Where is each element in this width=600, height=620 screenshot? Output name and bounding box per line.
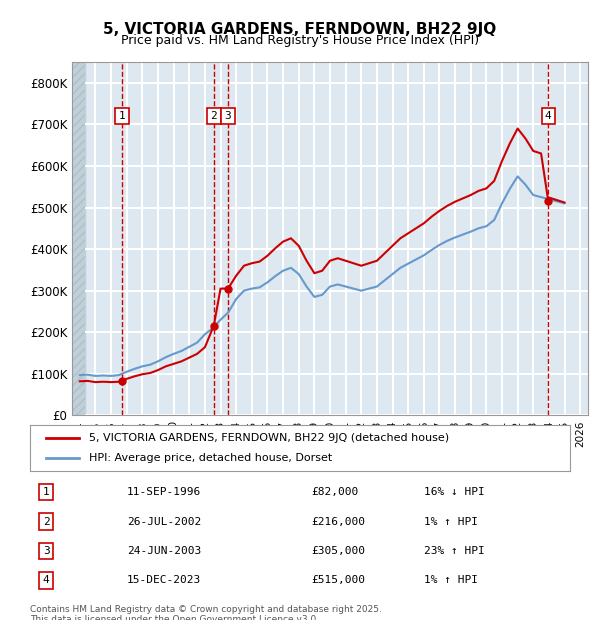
Text: 2: 2 <box>211 111 217 121</box>
Text: 1: 1 <box>43 487 50 497</box>
Text: 4: 4 <box>545 111 551 121</box>
Bar <box>72 62 85 415</box>
Text: £515,000: £515,000 <box>311 575 365 585</box>
Text: 1% ↑ HPI: 1% ↑ HPI <box>424 575 478 585</box>
Text: 26-JUL-2002: 26-JUL-2002 <box>127 516 202 526</box>
Text: 3: 3 <box>43 546 50 556</box>
Text: £305,000: £305,000 <box>311 546 365 556</box>
Text: £82,000: £82,000 <box>311 487 358 497</box>
Text: 24-JUN-2003: 24-JUN-2003 <box>127 546 202 556</box>
Text: Contains HM Land Registry data © Crown copyright and database right 2025.
This d: Contains HM Land Registry data © Crown c… <box>30 604 382 620</box>
Text: 1% ↑ HPI: 1% ↑ HPI <box>424 516 478 526</box>
Text: £216,000: £216,000 <box>311 516 365 526</box>
Text: 11-SEP-1996: 11-SEP-1996 <box>127 487 202 497</box>
Text: 3: 3 <box>224 111 232 121</box>
Text: 23% ↑ HPI: 23% ↑ HPI <box>424 546 485 556</box>
Text: 1: 1 <box>119 111 125 121</box>
Text: 4: 4 <box>43 575 50 585</box>
Text: 16% ↓ HPI: 16% ↓ HPI <box>424 487 485 497</box>
Text: HPI: Average price, detached house, Dorset: HPI: Average price, detached house, Dors… <box>89 453 332 463</box>
Text: 2: 2 <box>43 516 50 526</box>
Text: 5, VICTORIA GARDENS, FERNDOWN, BH22 9JQ: 5, VICTORIA GARDENS, FERNDOWN, BH22 9JQ <box>103 22 497 37</box>
Text: 15-DEC-2023: 15-DEC-2023 <box>127 575 202 585</box>
Bar <box>72 62 85 415</box>
Text: Price paid vs. HM Land Registry's House Price Index (HPI): Price paid vs. HM Land Registry's House … <box>121 34 479 47</box>
Text: 5, VICTORIA GARDENS, FERNDOWN, BH22 9JQ (detached house): 5, VICTORIA GARDENS, FERNDOWN, BH22 9JQ … <box>89 433 449 443</box>
